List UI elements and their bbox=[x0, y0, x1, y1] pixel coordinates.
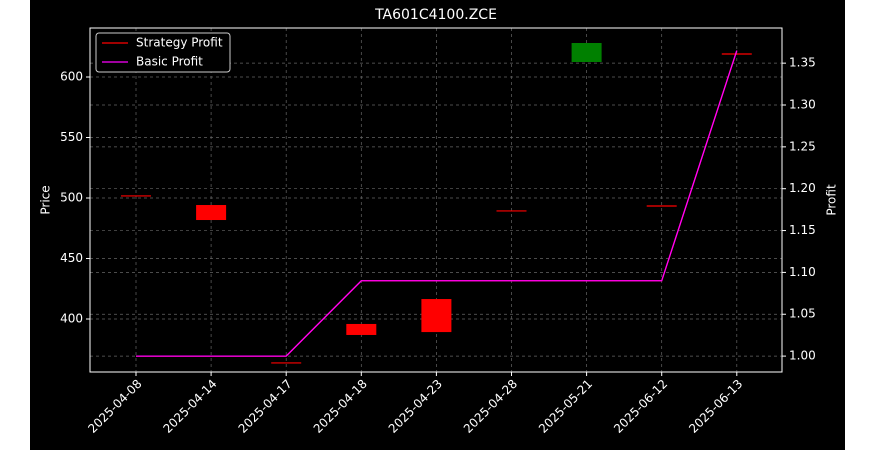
y-tick-label: 500 bbox=[60, 191, 83, 205]
candle bbox=[421, 299, 452, 333]
y2-tick-label: 1.35 bbox=[789, 56, 816, 70]
y2-tick-label: 1.05 bbox=[789, 307, 816, 321]
legend-box bbox=[95, 32, 231, 73]
y2-tick-label: 1.00 bbox=[789, 349, 816, 363]
chart-title: TA601C4100.ZCE bbox=[374, 7, 497, 23]
y-tick-label: 550 bbox=[60, 130, 83, 144]
y2-tick-label: 1.15 bbox=[789, 223, 816, 237]
y-tick-label: 450 bbox=[60, 251, 83, 265]
y-tick-label: 400 bbox=[60, 312, 83, 326]
y2-tick-label: 1.30 bbox=[789, 98, 816, 112]
figure-background bbox=[30, 0, 845, 450]
legend-label: Basic Profit bbox=[136, 55, 203, 69]
y2-tick-label: 1.20 bbox=[789, 181, 816, 195]
y-axis-label: Price bbox=[39, 185, 53, 214]
candle bbox=[196, 205, 227, 221]
y-tick-label: 600 bbox=[60, 70, 83, 84]
y2-axis-label: Profit bbox=[825, 184, 839, 216]
y2-tick-label: 1.10 bbox=[789, 265, 816, 279]
legend-label: Strategy Profit bbox=[136, 36, 223, 50]
profit-line bbox=[136, 50, 738, 357]
plot-frame bbox=[89, 27, 783, 373]
y2-tick-label: 1.25 bbox=[789, 139, 816, 153]
candle bbox=[571, 43, 602, 63]
candle bbox=[346, 323, 377, 335]
